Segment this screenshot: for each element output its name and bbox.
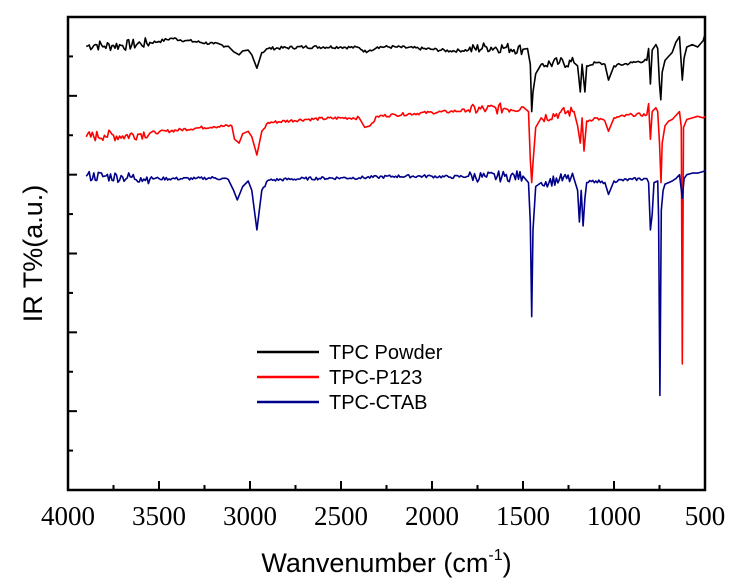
x-tick-label: 1500 — [496, 501, 550, 531]
axis-ticks — [67, 16, 706, 491]
legend-label-1: TPC Powder — [329, 342, 443, 364]
series-line-2 — [85, 102, 706, 365]
x-tick-label: 2500 — [314, 501, 368, 531]
x-axis-title: Wanvenumber (cm-1) — [261, 547, 511, 578]
x-tick-label: 2000 — [405, 501, 459, 531]
legend-label-2: TPC-P123 — [329, 367, 422, 389]
legend-label-3: TPC-CTAB — [329, 392, 428, 414]
x-tick-labels: 4000 3500 3000 2500 2000 1500 1000 500 — [41, 501, 725, 531]
series-line-3 — [85, 169, 706, 397]
x-axis-title-suffix: ) — [503, 548, 512, 578]
x-axis-title-superscript: -1 — [488, 547, 502, 564]
x-tick-label: 3000 — [223, 501, 277, 531]
series-layer — [85, 34, 706, 397]
plot-frame — [66, 15, 707, 492]
series-line-1 — [86, 34, 706, 113]
x-tick-label: 1000 — [587, 501, 641, 531]
x-tick-label: 3500 — [132, 501, 186, 531]
x-tick-label: 4000 — [41, 501, 95, 531]
legend: TPC Powder TPC-P123 TPC-CTAB — [257, 342, 443, 414]
x-tick-label: 500 — [685, 501, 726, 531]
y-axis-title: IR T%(a.u.) — [18, 185, 48, 323]
x-axis-title-main: Wanvenumber (cm — [261, 548, 488, 578]
